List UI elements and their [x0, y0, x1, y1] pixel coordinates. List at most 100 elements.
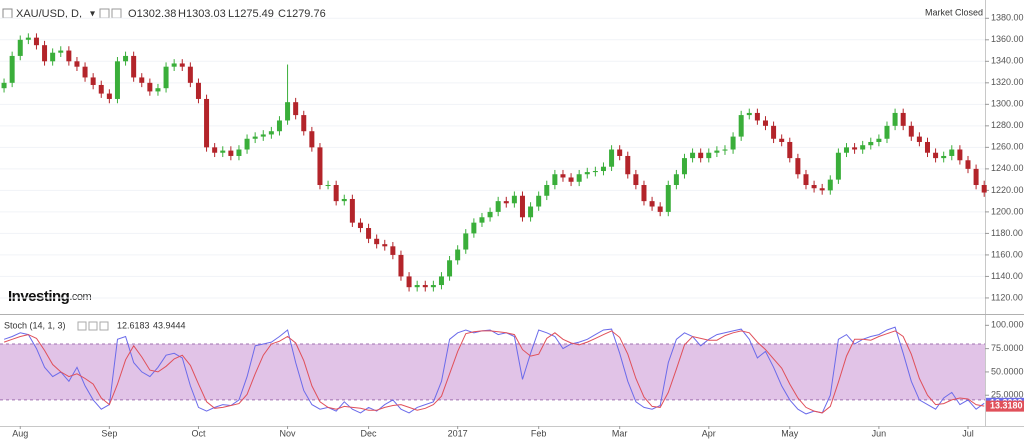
- menu-arrow[interactable]: ▾: [90, 9, 95, 20]
- candle-body: [33, 37, 39, 46]
- candle-body: [730, 136, 736, 150]
- candle-body: [187, 66, 193, 83]
- y-tick-label: 1340.00: [991, 56, 1024, 66]
- ohlc-item: H1303.03: [178, 8, 226, 20]
- logo-suffix: .com: [69, 291, 91, 303]
- candle-body: [301, 115, 307, 132]
- candle-body: [212, 147, 218, 153]
- candle-body: [528, 206, 534, 218]
- ohlc-item: C1279.76: [278, 8, 326, 20]
- candle-body: [455, 249, 461, 261]
- candle-body: [981, 185, 987, 193]
- candle-body: [228, 150, 234, 156]
- candle-body: [406, 276, 412, 288]
- ohlc-label: O: [128, 8, 137, 20]
- candle-body: [738, 115, 744, 137]
- candle-body: [762, 120, 768, 126]
- candle-body: [633, 174, 639, 186]
- candle-body: [584, 172, 590, 175]
- y-tick-label: 75.0000: [991, 343, 1024, 353]
- candle-body: [17, 39, 23, 56]
- indicator-title: Stoch (14, 1, 3): [4, 320, 66, 330]
- candle-body: [50, 52, 56, 62]
- candle-body: [414, 285, 420, 288]
- logo-brand: Investing: [8, 288, 70, 305]
- candle-body: [657, 206, 663, 212]
- x-tick-label: Jun: [872, 428, 887, 438]
- candle-body: [933, 152, 939, 159]
- x-tick-label: May: [781, 428, 799, 438]
- candle-body: [171, 63, 177, 67]
- x-tick-label: 2017: [448, 428, 468, 438]
- candle-body: [471, 222, 477, 234]
- candle-body: [625, 155, 631, 175]
- candle-body: [90, 77, 96, 85]
- candle-body: [665, 185, 671, 212]
- value-tag-label: 13.3180: [990, 401, 1023, 411]
- candle-body: [576, 174, 582, 182]
- candle-body: [641, 185, 647, 202]
- ohlc-label: C: [278, 8, 286, 20]
- candle-body: [835, 152, 841, 180]
- candle-body: [811, 185, 817, 189]
- y-tick-label: 100.0000: [991, 320, 1024, 330]
- indicator-icon: [99, 321, 109, 331]
- legend-value: 12.6183: [117, 320, 150, 330]
- candle-body: [552, 174, 558, 186]
- candle-body: [268, 131, 274, 135]
- candle-body: [519, 195, 525, 218]
- candle-body: [74, 61, 80, 67]
- candle-body: [252, 136, 258, 139]
- candle-body: [58, 50, 64, 53]
- candle-body: [366, 228, 372, 239]
- candle-body: [131, 55, 137, 78]
- candle-body: [827, 179, 833, 191]
- candle-body: [82, 66, 88, 78]
- y-tick-label: 1120.00: [991, 292, 1023, 302]
- candle-body: [139, 77, 145, 83]
- candle-body: [349, 198, 355, 223]
- candle-body: [293, 102, 299, 116]
- candle-body: [690, 152, 696, 159]
- candle-body: [568, 177, 574, 182]
- candle-body: [179, 63, 185, 67]
- y-tick-label: 1320.00: [991, 77, 1024, 87]
- candle-body: [771, 125, 777, 139]
- y-tick-label: 25.0000: [991, 390, 1024, 400]
- candle-body: [884, 125, 890, 139]
- candle-body: [463, 233, 469, 250]
- candle-body: [973, 168, 979, 186]
- y-tick-label: 1200.00: [991, 206, 1024, 216]
- value-tag: [986, 400, 1024, 412]
- candle-body: [779, 138, 785, 142]
- candle-body: [787, 141, 793, 159]
- candle-body: [803, 174, 809, 186]
- candle-body: [900, 112, 906, 126]
- candle-body: [852, 147, 858, 150]
- ohlc-value: 1303.03: [186, 8, 226, 20]
- y-tick-label: 1180.00: [991, 228, 1023, 238]
- indicator-icon: [77, 321, 87, 331]
- y-tick-label: 1300.00: [991, 99, 1024, 109]
- x-tick-label: Dec: [361, 428, 378, 438]
- candle-body: [544, 185, 550, 196]
- y-tick-label: 1240.00: [991, 163, 1024, 173]
- candle-body: [949, 149, 955, 156]
- stoch-band: [0, 343, 985, 400]
- candle-body: [698, 152, 704, 159]
- candle-body: [843, 147, 849, 153]
- candle-body: [924, 141, 930, 153]
- stoch-line: [3, 330, 985, 414]
- candle-body: [746, 112, 752, 116]
- ohlc-item: L1275.49: [228, 8, 274, 20]
- candle-body: [892, 112, 898, 126]
- candle-body: [422, 285, 428, 288]
- x-tick-label: Aug: [12, 428, 28, 438]
- candle-body: [163, 66, 169, 89]
- candle-body: [673, 174, 679, 186]
- ohlc-value: 1275.49: [234, 8, 274, 20]
- x-tick-label: Jul: [962, 428, 974, 438]
- candle-body: [560, 174, 566, 178]
- candle-body: [511, 195, 517, 204]
